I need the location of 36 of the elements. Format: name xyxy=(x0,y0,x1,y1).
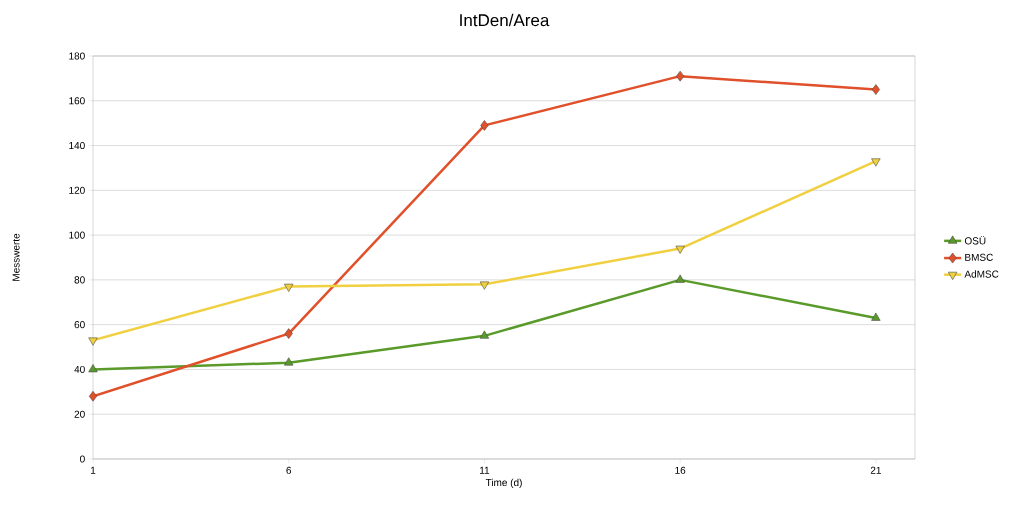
x-tick-label: 21 xyxy=(870,466,881,474)
y-axis-title: Messwerte xyxy=(12,233,20,281)
y-tick-label: 20 xyxy=(74,410,85,418)
y-tick-label: 180 xyxy=(69,52,85,60)
y-tick-label: 80 xyxy=(74,276,85,284)
x-tick-label: 1 xyxy=(90,466,96,474)
y-tick-label: 160 xyxy=(69,97,85,105)
point xyxy=(284,328,293,339)
point xyxy=(675,245,685,254)
point xyxy=(88,391,98,402)
point xyxy=(284,357,294,366)
y-tick-label: 140 xyxy=(69,142,85,150)
y-tick-label: 100 xyxy=(69,231,85,239)
y-tick-label: 120 xyxy=(69,186,85,194)
point xyxy=(871,84,880,95)
point xyxy=(88,337,98,346)
legend-label: OSÜ xyxy=(964,235,986,245)
y-tick-label: 60 xyxy=(74,321,85,329)
y-tick-label: 0 xyxy=(80,455,85,463)
y-tick-label: 40 xyxy=(74,365,85,373)
point xyxy=(871,158,881,167)
point xyxy=(88,364,98,373)
point xyxy=(479,281,490,290)
x-tick-label: 6 xyxy=(286,466,292,474)
x-tick-label: 16 xyxy=(675,466,686,474)
legend-label: BMSC xyxy=(965,253,993,261)
x-tick-label: 11 xyxy=(480,466,490,474)
legend-label: AdMSC xyxy=(964,270,999,278)
point xyxy=(480,120,489,131)
point xyxy=(871,312,881,321)
chart-title: IntDen/Area xyxy=(460,13,550,27)
point xyxy=(479,330,490,339)
x-axis-title: Time (d) xyxy=(485,478,522,489)
point xyxy=(676,70,685,82)
point xyxy=(284,283,294,292)
point xyxy=(675,274,685,283)
